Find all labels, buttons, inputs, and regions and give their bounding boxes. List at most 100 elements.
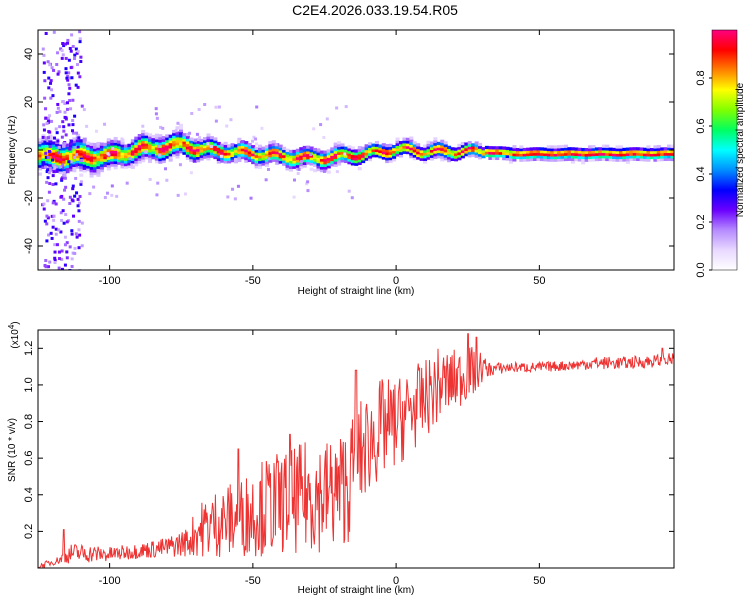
heatmap-cell — [88, 192, 92, 196]
heatmap-cell — [120, 137, 124, 141]
heatmap-cell — [44, 141, 49, 145]
heatmap-cell — [99, 147, 104, 152]
heatmap-cell — [141, 148, 146, 152]
heatmap-cell — [175, 142, 180, 146]
heatmap-cell — [53, 166, 57, 170]
heatmap-cell — [357, 161, 362, 166]
heatmap-cell — [65, 146, 70, 150]
heatmap-cell — [56, 72, 60, 76]
heatmap-cell — [176, 121, 180, 125]
heatmap-cell — [653, 153, 658, 157]
heatmap-cell — [581, 150, 586, 154]
heatmap-cell — [78, 233, 82, 237]
heatmap-cell — [223, 152, 228, 156]
heatmap-cell — [643, 155, 648, 159]
heatmap-cell — [161, 126, 165, 130]
heatmap-cell — [47, 76, 51, 80]
heatmap-cell — [233, 146, 238, 151]
heatmap-cell — [57, 145, 61, 149]
heatmap-cell — [488, 156, 493, 160]
heatmap-cell — [350, 196, 354, 200]
heatmap-cell — [251, 155, 256, 159]
heatmap-cell — [584, 153, 589, 157]
heatmap-cell — [127, 164, 132, 169]
heatmap-cell — [154, 133, 159, 137]
heatmap-cell — [567, 152, 572, 156]
heatmap-cell — [165, 178, 169, 182]
heatmap-cell — [491, 151, 496, 155]
heatmap-cell — [41, 47, 45, 51]
heatmap-cell — [330, 150, 335, 154]
heatmap-cell — [110, 184, 114, 188]
heatmap-cell — [227, 144, 232, 148]
heatmap-cell — [625, 152, 630, 157]
heatmap-cell — [55, 167, 60, 171]
heatmap-cell — [632, 152, 637, 156]
heatmap-cell — [347, 189, 351, 193]
heatmap-cell — [426, 151, 431, 155]
heatmap-cell — [663, 149, 668, 154]
heatmap-cell — [330, 160, 335, 164]
heatmap-cell — [93, 169, 98, 173]
heatmap-cell — [591, 147, 596, 151]
heatmap-cell — [165, 142, 170, 146]
heatmap-cell — [663, 155, 668, 159]
heatmap-cell — [440, 139, 445, 143]
heatmap-cell — [144, 145, 149, 149]
heatmap-cell — [313, 163, 318, 167]
heatmap-cell — [206, 136, 211, 140]
heatmap-cell — [529, 155, 534, 159]
heatmap-cell — [96, 160, 101, 164]
heatmap-cell — [192, 143, 197, 147]
heatmap-cell — [350, 146, 355, 150]
heatmap-cell — [72, 158, 77, 162]
heatmap-cell — [206, 143, 211, 148]
y-tick-label: 20 — [23, 96, 35, 108]
heatmap-cell — [361, 159, 366, 164]
heatmap-cell — [106, 152, 110, 156]
heatmap-cell — [44, 136, 49, 140]
heatmap-cell — [629, 152, 634, 156]
heatmap-cell — [639, 147, 644, 151]
heatmap-cell — [82, 140, 87, 144]
heatmap-cell — [440, 145, 445, 149]
heatmap-cell — [154, 144, 159, 148]
heatmap-cell — [178, 126, 183, 130]
heatmap-cell — [230, 159, 235, 163]
heatmap-cell — [381, 145, 386, 150]
heatmap-cell — [508, 157, 514, 162]
heatmap-cell — [49, 96, 53, 100]
heatmap-cell — [453, 147, 459, 151]
heatmap-cell — [297, 167, 301, 171]
heatmap-cell — [636, 147, 641, 151]
heatmap-cell — [450, 155, 455, 159]
heatmap-cell — [67, 83, 71, 87]
heatmap-cell — [622, 158, 627, 162]
heatmap-cell — [77, 136, 81, 140]
heatmap-cell — [192, 148, 197, 153]
heatmap-cell — [111, 146, 115, 150]
heatmap-cell — [99, 150, 104, 154]
heatmap-cell — [154, 157, 159, 161]
heatmap-cell — [481, 149, 486, 153]
heatmap-cell — [55, 159, 60, 163]
heatmap-cell — [316, 162, 321, 166]
heatmap-cell — [388, 146, 393, 150]
heatmap-cell — [361, 146, 366, 150]
heatmap-cell — [134, 136, 139, 140]
heatmap-cell — [78, 30, 82, 34]
heatmap-cell — [61, 166, 65, 170]
heatmap-cell — [158, 147, 163, 151]
heatmap-cell — [653, 145, 658, 149]
heatmap-cell — [526, 152, 531, 157]
heatmap-cell — [63, 243, 67, 247]
heatmap-cell — [368, 155, 373, 159]
heatmap-cell — [266, 167, 270, 171]
y-tick-label: 1.0 — [23, 377, 35, 392]
heatmap-cell — [48, 182, 52, 186]
heatmap-cell — [161, 136, 166, 140]
heatmap-cell — [508, 147, 514, 151]
heatmap-cell — [42, 207, 46, 211]
heatmap-cell — [663, 147, 668, 151]
heatmap-cell — [189, 156, 194, 160]
